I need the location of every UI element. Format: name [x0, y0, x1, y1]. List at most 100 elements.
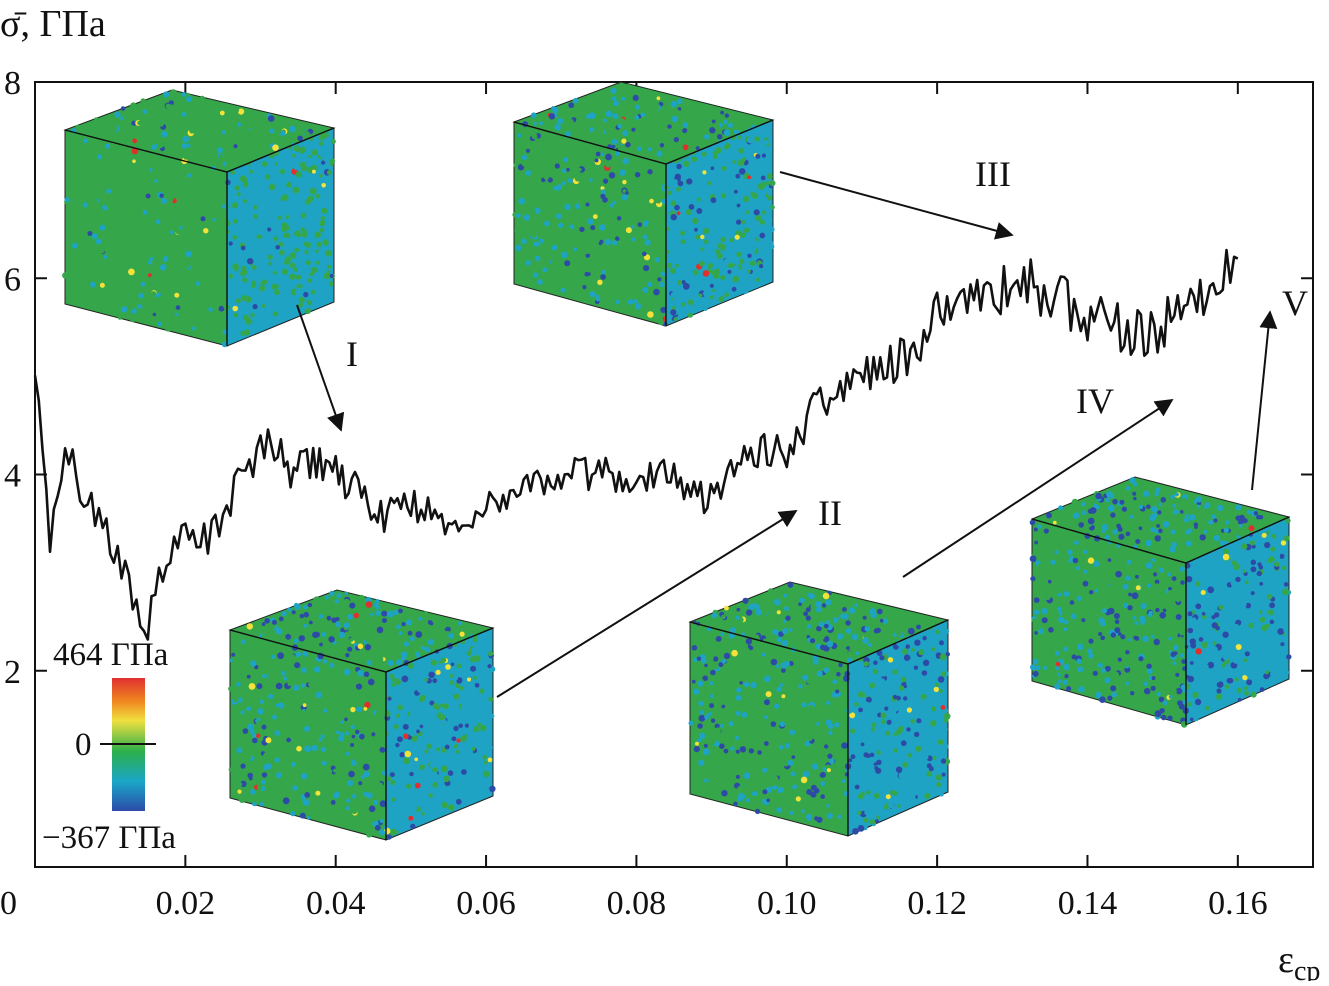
- cube-speckle: [68, 142, 75, 149]
- cube-speckle: [330, 138, 336, 144]
- cube-speckle: [123, 162, 129, 168]
- cube-speckle: [387, 659, 394, 667]
- cube-speckle: [90, 265, 96, 272]
- cube-speckle: [1159, 639, 1164, 644]
- cube-speckle: [932, 756, 937, 760]
- cube-speckle: [568, 102, 575, 109]
- cube-speckle: [318, 150, 323, 155]
- cube-speckle: [1143, 681, 1149, 687]
- cube-speckle: [753, 714, 758, 719]
- cube-speckle: [1263, 603, 1269, 609]
- cube-speckle: [709, 283, 715, 288]
- cube-speckle: [148, 260, 152, 265]
- cube-speckle: [246, 706, 252, 712]
- cube-speckle: [274, 289, 281, 295]
- cube-speckle: [390, 791, 397, 797]
- cube-speckle: [1239, 530, 1246, 537]
- cube-speckle: [1150, 634, 1155, 639]
- cube-speckle: [1126, 559, 1132, 565]
- cube-speckle: [880, 669, 887, 677]
- cube-speckle: [334, 599, 339, 604]
- cube-speckle: [176, 143, 180, 148]
- cube-speckle: [311, 744, 318, 752]
- cube-speckle: [1048, 627, 1054, 633]
- cube-speckle: [647, 147, 652, 152]
- cube-speckle: [1205, 635, 1210, 640]
- cube-speckle: [1240, 655, 1245, 660]
- cube-speckle: [1118, 632, 1122, 636]
- cube-speckle: [1148, 610, 1153, 615]
- y-tick-label: 8: [4, 65, 21, 102]
- cube-speckle: [370, 827, 376, 834]
- cube-speckle: [172, 237, 177, 242]
- cube-speckle: [273, 236, 279, 242]
- cube-speckle: [200, 150, 204, 155]
- cube-speckle: [1181, 659, 1187, 664]
- cube-speckle: [397, 704, 404, 711]
- cube-speckle: [435, 705, 441, 711]
- cube-speckle: [228, 686, 234, 692]
- cube-speckle: [104, 177, 110, 182]
- cube-speckle: [627, 148, 633, 154]
- cube-speckle: [167, 110, 172, 115]
- cube-speckle: [860, 791, 866, 797]
- cube-speckle: [666, 240, 672, 246]
- cube-speckle: [827, 709, 834, 715]
- cube-speckle: [298, 283, 303, 289]
- cube-speckle: [320, 734, 325, 739]
- cube-speckle: [791, 726, 797, 731]
- cube-speckle: [803, 611, 808, 617]
- cube-speckle: [149, 184, 157, 192]
- cube-speckle: [289, 252, 297, 259]
- cube-speckle: [825, 620, 831, 625]
- cube-speckle: [902, 648, 909, 655]
- cube-speckle: [1274, 592, 1280, 598]
- cube-speckle: [863, 667, 870, 674]
- cube-speckle: [772, 775, 779, 783]
- cube-speckle: [1058, 611, 1063, 616]
- cube-speckle: [250, 227, 256, 233]
- cube-speckle: [882, 799, 887, 805]
- cube-speckle: [1072, 557, 1079, 564]
- cube-speckle: [379, 818, 384, 824]
- cube-speckle: [801, 702, 807, 708]
- cube-speckle: [138, 105, 145, 111]
- cube-speckle: [194, 118, 200, 123]
- cube-speckle: [114, 120, 119, 125]
- cube-speckle: [738, 153, 745, 159]
- cube-speckle: [351, 794, 357, 799]
- cube-speckle: [721, 658, 727, 664]
- cube-speckle: [391, 828, 397, 834]
- cube-speckle: [305, 260, 311, 266]
- cube-speckle: [751, 173, 756, 178]
- cube-speckle: [1168, 695, 1173, 699]
- cube-speckle: [615, 299, 620, 305]
- cube-speckle: [470, 665, 477, 672]
- cube-speckle: [195, 281, 201, 286]
- cube-speckle: [788, 628, 793, 632]
- cube-speckle: [327, 181, 331, 186]
- cube-speckle: [832, 679, 838, 685]
- cube-speckle: [210, 299, 217, 306]
- cube-speckle: [279, 168, 285, 175]
- cube-speckle: [468, 791, 473, 796]
- cube-speckle: [469, 734, 475, 739]
- cube-speckle: [709, 681, 714, 686]
- cube-speckle: [1133, 635, 1138, 640]
- cube-speckle: [720, 192, 727, 199]
- cube-speckle: [617, 268, 622, 273]
- cube-speckle: [1032, 670, 1039, 677]
- cube-speckle: [330, 800, 336, 805]
- cube-speckle: [366, 637, 372, 644]
- cube-speckle: [618, 145, 625, 153]
- cube-speckle: [707, 263, 713, 269]
- cube-speckle: [770, 658, 778, 666]
- cube-speckle: [818, 621, 824, 627]
- cube-speckle: [117, 287, 122, 293]
- cube-speckle: [560, 287, 566, 293]
- cube-speckle: [1159, 612, 1166, 619]
- y-tick-label: 6: [4, 261, 21, 298]
- cube-speckle: [634, 228, 640, 234]
- cube-speckle: [652, 103, 660, 111]
- cube-speckle: [240, 331, 246, 336]
